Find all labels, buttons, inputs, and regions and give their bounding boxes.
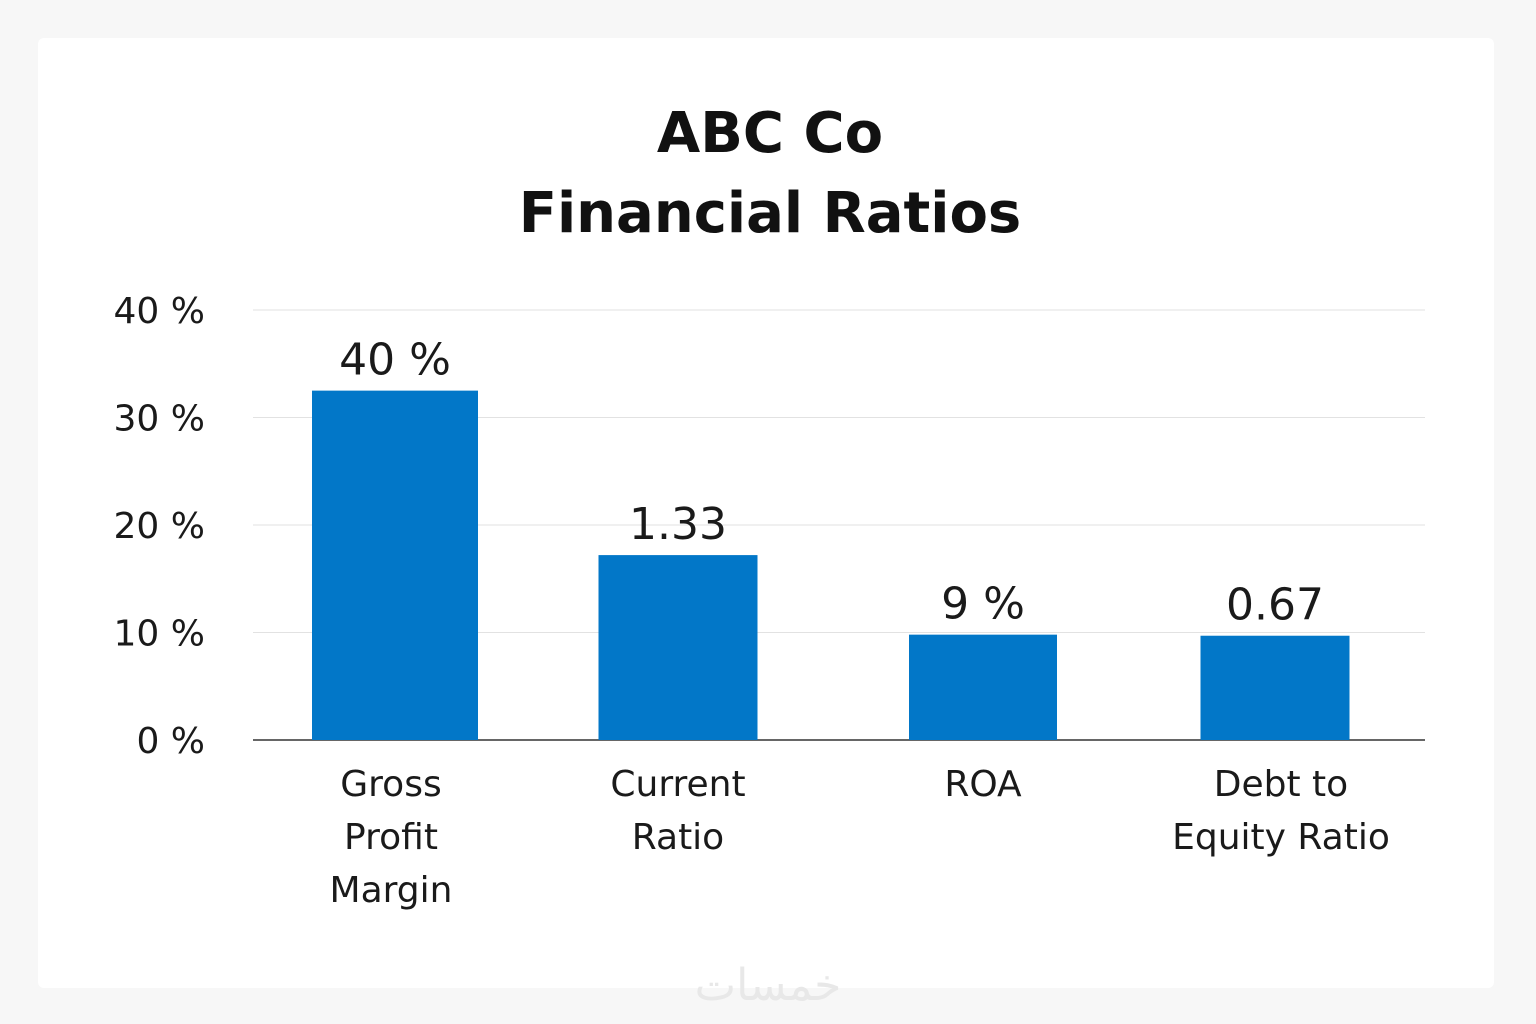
y-tick-label: 0 % [136,721,205,762]
chart-title-line: Financial Ratios [519,181,1022,246]
y-tick-label: 10 % [114,614,205,655]
x-category-label: Debt to [1214,764,1348,805]
data-labels: 40 % 1.33 9 % 0.67 [339,335,1324,631]
data-label: 9 % [941,579,1025,630]
y-axis-ticks: 0 % 10 % 20 % 30 % 40 % [114,291,205,762]
data-label: 0.67 [1226,580,1324,631]
data-label: 1.33 [629,499,727,550]
chart-card [38,38,1494,988]
bar [598,555,758,740]
x-category-label: ROA [944,764,1022,805]
bars [312,390,1350,740]
watermark-logo: خمسات [695,960,842,1011]
y-tick-label: 20 % [114,506,205,547]
x-category-label: Profit [344,817,438,858]
x-category-label: Current [610,764,745,805]
y-tick-label: 40 % [114,291,205,332]
x-category-label: Ratio [632,817,724,858]
bar [909,634,1057,740]
x-category-label: Gross [340,764,441,805]
chart-title-line: ABC Co [657,101,883,166]
x-category-label: Equity Ratio [1172,817,1390,858]
bar [1200,635,1350,740]
bar [312,390,478,740]
chart-title: ABC Co Financial Ratios [519,101,1022,246]
y-tick-label: 30 % [114,399,205,440]
x-axis-categories: Gross Profit Margin Current Ratio ROA Debt to E… [330,764,1390,911]
x-category-label: Margin [330,870,453,911]
data-label: 40 % [339,335,451,386]
